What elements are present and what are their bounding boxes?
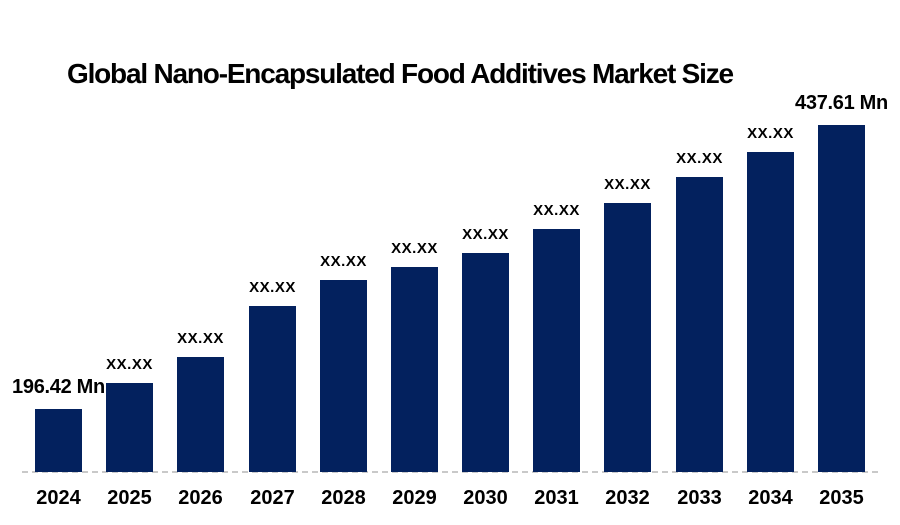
value-label-2025: XX.XX	[106, 356, 153, 373]
x-tick-2034: 2034	[748, 487, 793, 509]
value-label-2026: XX.XX	[177, 330, 224, 347]
value-label-2034: XX.XX	[747, 125, 794, 142]
x-tick-2032: 2032	[605, 487, 650, 509]
bar-2032	[604, 203, 651, 472]
value-label-2032: XX.XX	[604, 176, 651, 193]
x-tick-2030: 2030	[463, 487, 508, 509]
value-label-2029: XX.XX	[391, 240, 438, 257]
x-axis-baseline	[22, 471, 878, 473]
value-label-2033: XX.XX	[676, 150, 723, 167]
x-tick-2026: 2026	[178, 487, 223, 509]
x-tick-2028: 2028	[321, 487, 366, 509]
bar-2024	[35, 409, 82, 472]
value-label-2030: XX.XX	[462, 226, 509, 243]
x-tick-2024: 2024	[36, 487, 81, 509]
value-label-2031: XX.XX	[533, 202, 580, 219]
bar-2029	[391, 267, 438, 472]
bar-2028	[320, 280, 367, 472]
value-label-2035: 437.61 Mn	[795, 92, 888, 114]
bar-2026	[177, 357, 224, 472]
bar-2031	[533, 229, 580, 472]
bar-2035	[818, 125, 865, 472]
bar-2025	[106, 383, 153, 472]
x-tick-2025: 2025	[107, 487, 152, 509]
bar-2034	[747, 152, 794, 472]
value-label-2024: 196.42 Mn	[12, 376, 105, 398]
value-label-2028: XX.XX	[320, 253, 367, 270]
x-tick-2031: 2031	[534, 487, 579, 509]
chart-title: Global Nano-Encapsulated Food Additives …	[67, 58, 734, 89]
x-tick-2029: 2029	[392, 487, 437, 509]
x-tick-2027: 2027	[250, 487, 295, 509]
value-label-2027: XX.XX	[249, 279, 296, 296]
bar-2030	[462, 253, 509, 472]
x-tick-2035: 2035	[819, 487, 864, 509]
bar-2033	[676, 177, 723, 472]
x-tick-2033: 2033	[677, 487, 722, 509]
bar-2027	[249, 306, 296, 472]
